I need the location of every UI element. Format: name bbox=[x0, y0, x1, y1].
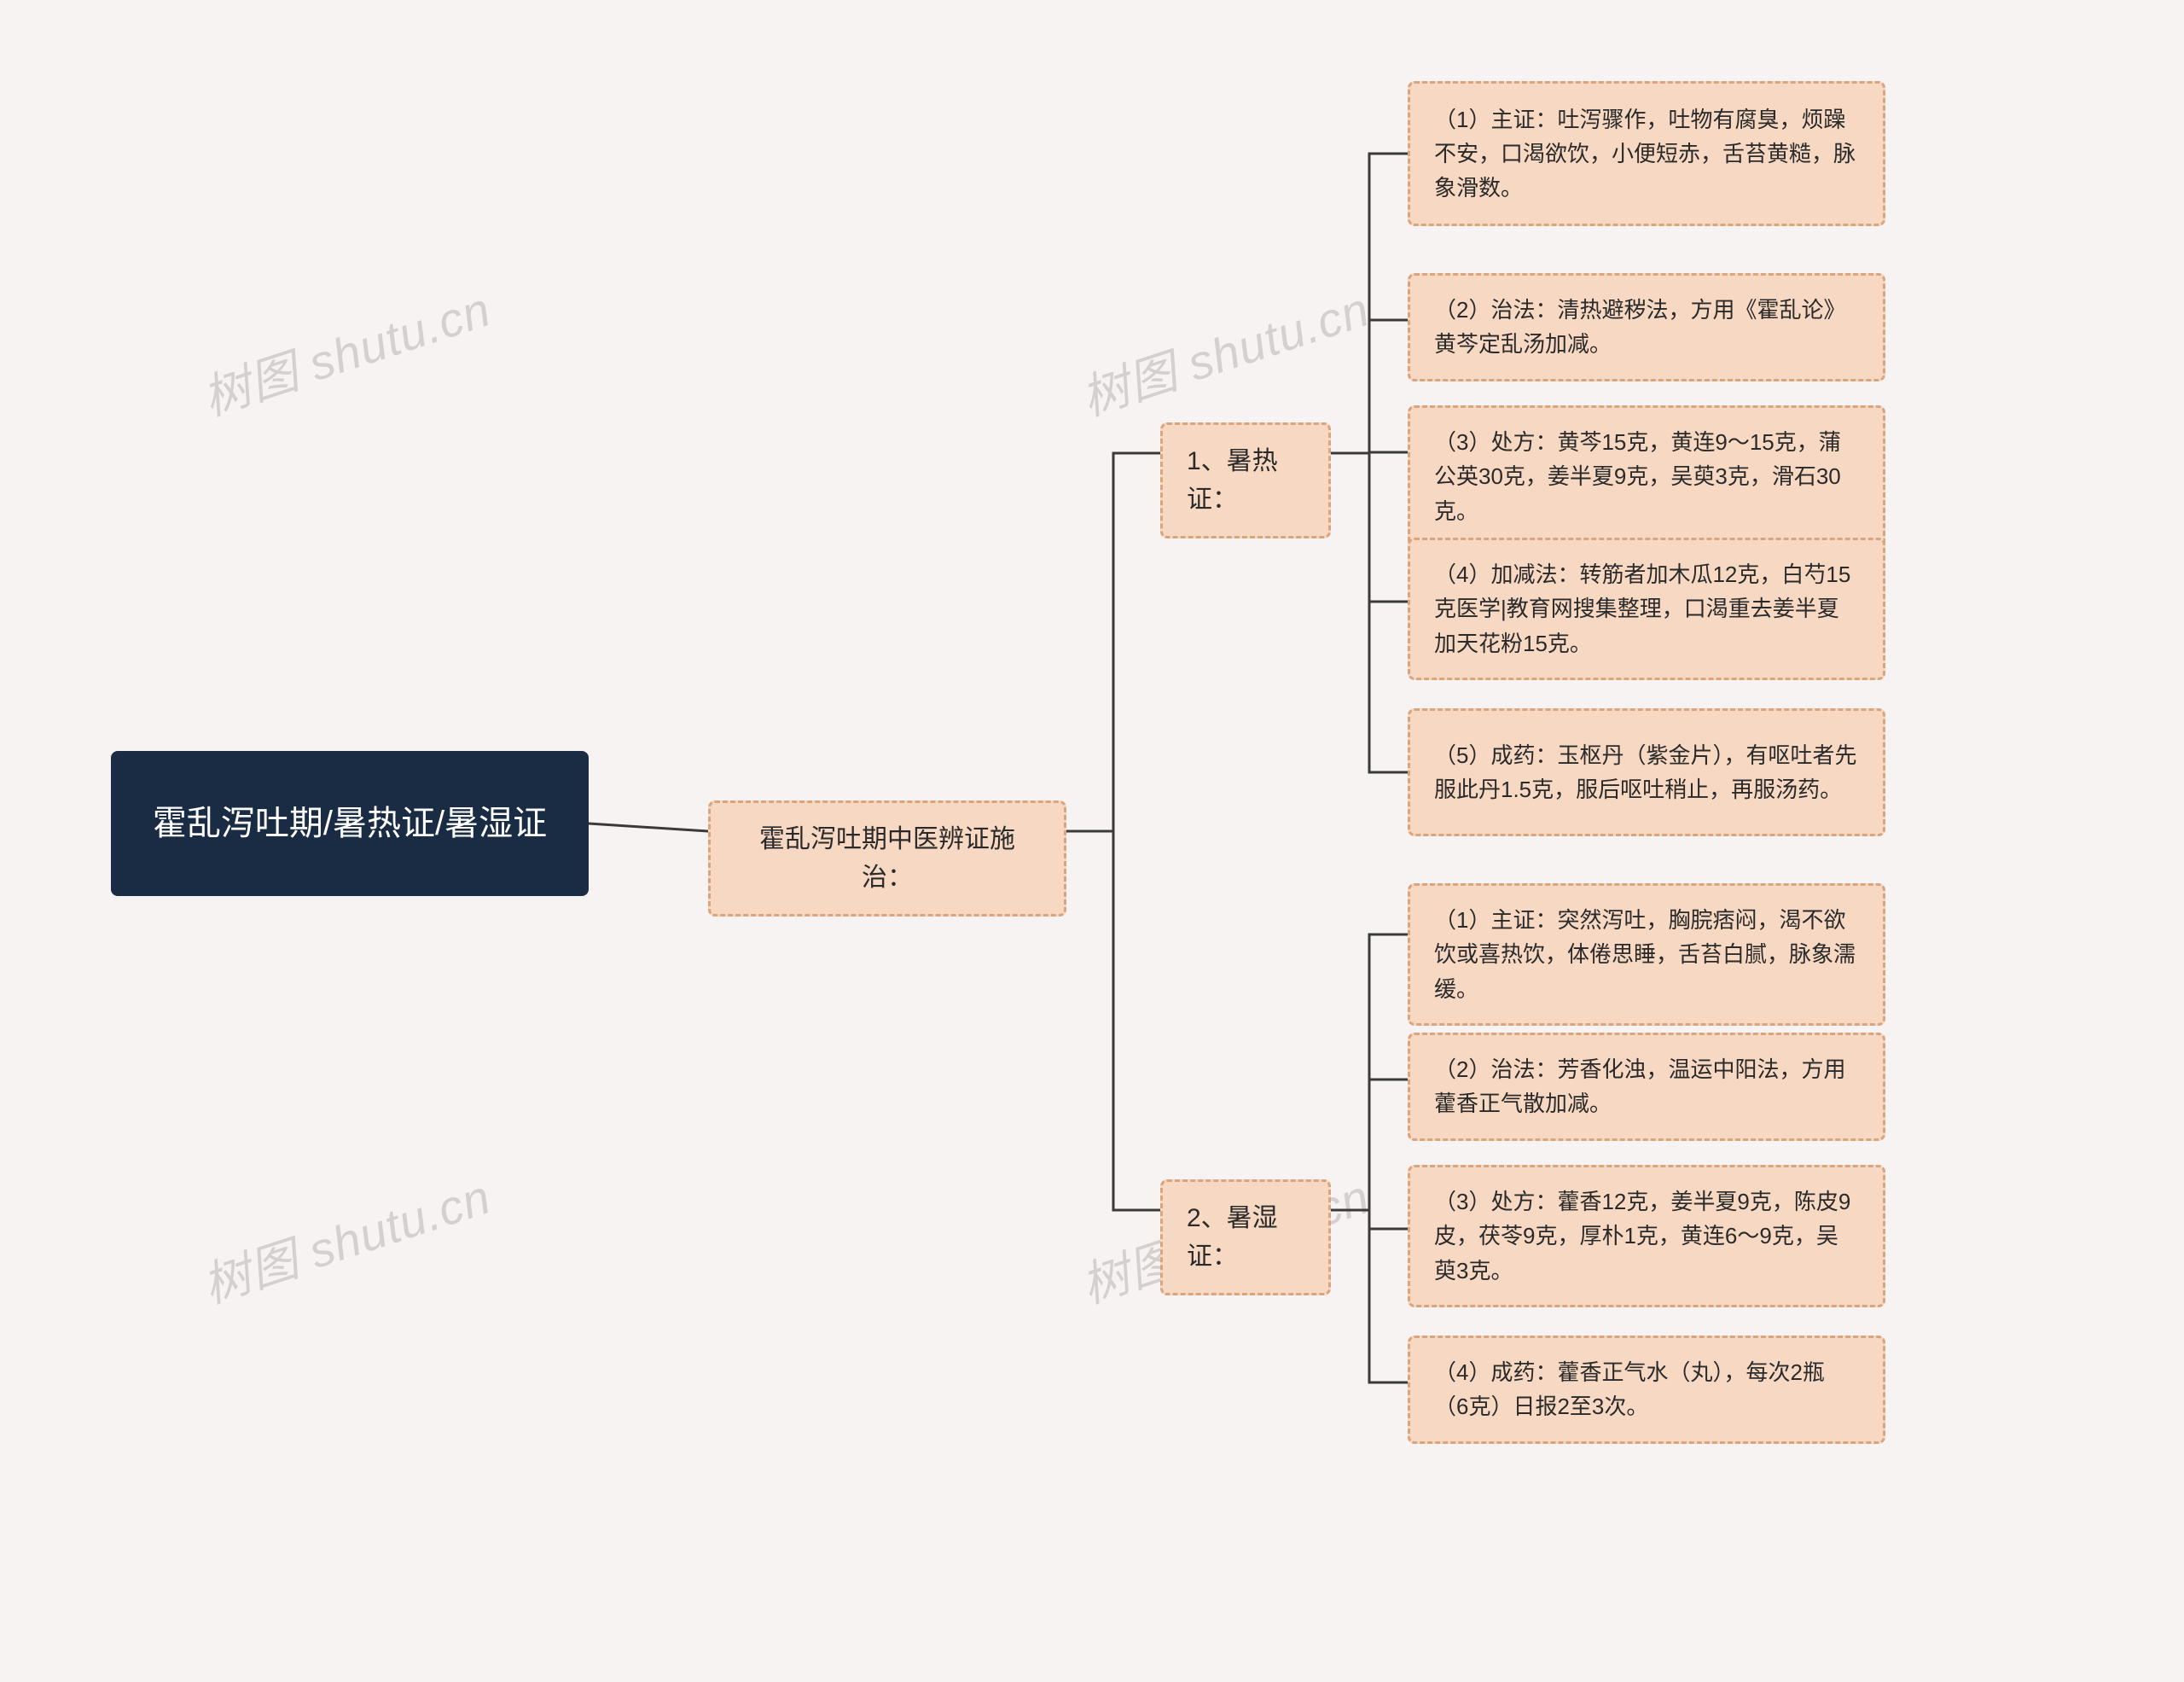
leaf-node: （4）加减法：转筋者加木瓜12克，白芍15克医学|教育网搜集整理，口渴重去姜半夏… bbox=[1408, 538, 1885, 680]
leaf-node: （1）主证：突然泻吐，胸脘痞闷，渴不欲饮或喜热饮，体倦思睡，舌苔白腻，脉象濡缓。 bbox=[1408, 883, 1885, 1026]
branch-node-2: 2、暑湿证： bbox=[1160, 1179, 1331, 1295]
leaf-node: （3）处方：黄芩15克，黄连9～15克，蒲公英30克，姜半夏9克，吴萸3克，滑石… bbox=[1408, 405, 1885, 548]
mindmap-canvas: 树图 shutu.cn 树图 shutu.cn 树图 shutu.cn 树图 s… bbox=[0, 0, 2184, 1682]
leaf-node: （5）成药：玉枢丹（紫金片），有呕吐者先服此丹1.5克，服后呕吐稍止，再服汤药。 bbox=[1408, 708, 1885, 836]
leaf-node: （4）成药：藿香正气水（丸），每次2瓶（6克）日报2至3次。 bbox=[1408, 1336, 1885, 1444]
leaf-node: （2）治法：芳香化浊，温运中阳法，方用藿香正气散加减。 bbox=[1408, 1033, 1885, 1141]
leaf-node: （2）治法：清热避秽法，方用《霍乱论》黄芩定乱汤加减。 bbox=[1408, 273, 1885, 381]
branch-node-1: 1、暑热证： bbox=[1160, 422, 1331, 538]
root-node: 霍乱泻吐期/暑热证/暑湿证 bbox=[111, 751, 589, 896]
level1-node: 霍乱泻吐期中医辨证施治： bbox=[708, 800, 1066, 917]
leaf-node: （1）主证：吐泻骤作，吐物有腐臭，烦躁不安，口渴欲饮，小便短赤，舌苔黄糙，脉象滑… bbox=[1408, 81, 1885, 226]
leaf-node: （3）处方：藿香12克，姜半夏9克，陈皮9皮，茯苓9克，厚朴1克，黄连6～9克，… bbox=[1408, 1165, 1885, 1307]
